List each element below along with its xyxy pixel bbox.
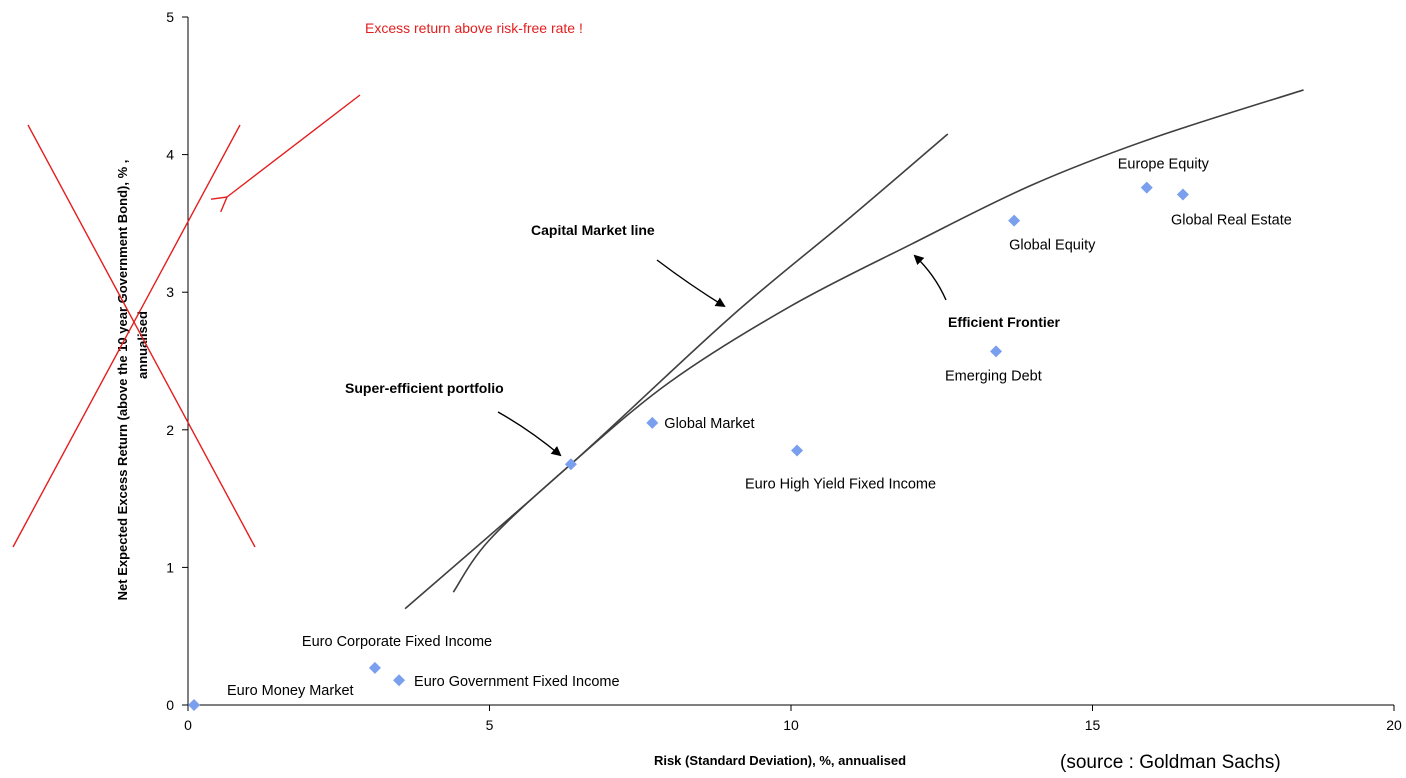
super-efficient-arrow <box>497 411 562 457</box>
data-point-label: Euro Corporate Fixed Income <box>302 634 492 650</box>
capital-market-line-label: Capital Market line <box>531 222 655 238</box>
excess-return-note: Excess return above risk-free rate ! <box>365 20 583 36</box>
efficient-frontier-arrow <box>913 254 947 301</box>
data-points: Euro Money Market Euro Corporate Fixed In… <box>188 157 1292 711</box>
x-ticks: 0 5 10 15 20 <box>184 705 1402 733</box>
data-point-marker <box>1140 181 1153 194</box>
efficient-frontier-label: Efficient Frontier <box>948 314 1061 330</box>
data-point-marker <box>1008 214 1021 227</box>
efficient-frontier-curve <box>452 89 1304 593</box>
super-efficient-label: Super-efficient portfolio <box>345 380 504 396</box>
y-tick-label: 3 <box>166 284 174 300</box>
red-cross-stroke-1 <box>27 124 256 548</box>
x-tick-label: 0 <box>184 717 192 733</box>
data-point-label: Global Equity <box>1009 238 1096 254</box>
data-point-marker <box>990 345 1003 358</box>
data-point-label: Euro High Yield Fixed Income <box>745 476 936 492</box>
data-point-marker <box>564 458 577 471</box>
y-ticks: 0 1 2 3 4 5 <box>166 9 188 713</box>
y-tick-label: 1 <box>166 559 174 575</box>
data-point-label: Europe Equity <box>1118 157 1210 173</box>
y-axis-title-line1: Net Expected Excess Return (above the 10… <box>115 160 130 601</box>
data-point-marker <box>188 699 201 711</box>
capital-market-line <box>404 133 949 610</box>
y-tick-label: 2 <box>166 422 174 438</box>
data-point-marker <box>791 444 804 457</box>
data-point-label: Euro Money Market <box>227 683 354 699</box>
axes: 0 5 10 15 20 0 1 2 3 4 5 <box>166 9 1402 733</box>
data-point-label: Emerging Debt <box>945 368 1042 384</box>
red-cross-stroke-2 <box>12 124 241 548</box>
data-point-label: Global Real Estate <box>1171 213 1292 229</box>
x-axis-title: Risk (Standard Deviation), %, annualised <box>654 753 906 768</box>
x-tick-label: 15 <box>1085 717 1101 733</box>
data-point-label: Global Market <box>664 416 754 432</box>
y-axis-title-line2: annualised <box>135 311 150 379</box>
x-tick-label: 5 <box>486 717 494 733</box>
data-point-marker <box>393 674 406 687</box>
source-note: (source : Goldman Sachs) <box>1060 752 1281 773</box>
y-tick-label: 0 <box>166 697 174 713</box>
capital-market-line-arrow <box>656 259 726 308</box>
y-tick-label: 5 <box>166 9 174 25</box>
x-tick-label: 20 <box>1386 717 1402 733</box>
y-tick-label: 4 <box>166 147 174 163</box>
x-tick-label: 10 <box>783 717 799 733</box>
data-point-marker <box>646 416 659 429</box>
data-point-marker <box>1176 188 1189 201</box>
data-point-marker <box>368 661 381 674</box>
red-arrow <box>210 94 361 213</box>
data-point-label: Euro Government Fixed Income <box>414 674 620 690</box>
